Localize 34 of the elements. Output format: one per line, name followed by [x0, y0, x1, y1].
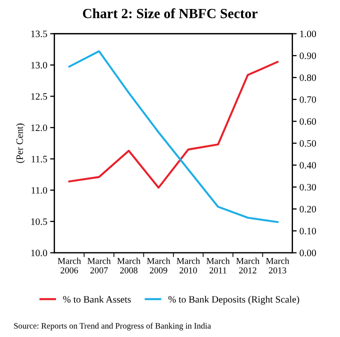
- y-tick-label: 12.5: [31, 93, 48, 100]
- y2-tick-label: 0.20: [300, 206, 316, 212]
- y2-tick-label: 1.00: [300, 30, 316, 38]
- x-tick-label: March 2011: [206, 258, 230, 274]
- y2-tick-label: 0.30: [300, 184, 316, 191]
- x-tick-label: March 2013: [266, 258, 290, 274]
- y-tick-label: 13.5: [31, 30, 48, 38]
- x-tick-label: March 2009: [147, 258, 170, 274]
- y2-tick-label: 0.70: [300, 96, 316, 103]
- legend-label: % to Bank Deposits (Right Scale): [168, 296, 300, 305]
- y2-tick-label: 0.10: [300, 228, 316, 234]
- x-tick-label: March 2010: [176, 258, 200, 274]
- chart-title: Chart 2: Size of NBFC Sector: [82, 8, 258, 18]
- y2-tick-label: 0.60: [300, 118, 316, 125]
- line-series: [68, 50, 278, 224]
- y-axis-title: (Per Cent): [16, 124, 25, 163]
- y2-tick-label: 0.80: [300, 74, 316, 82]
- y-tick-label: 10.5: [31, 218, 48, 225]
- y-tick-label: 13.0: [31, 62, 48, 69]
- y-tick-label: 11.0: [32, 187, 48, 194]
- x-tick-label: March 2008: [117, 258, 140, 274]
- x-tick-label: March 2007: [88, 258, 111, 274]
- x-tick-label: March 2012: [236, 258, 260, 274]
- y-tick-label: 10.0: [31, 250, 48, 256]
- y-tick-label: 12.0: [31, 124, 48, 132]
- legend-label: % to Bank Assets: [63, 296, 131, 303]
- source-note: Source: Reports on Trend and Progress of Banking in India: [14, 322, 211, 330]
- y2-tick-label: 0.40: [300, 162, 316, 169]
- x-tick-label: March 2006: [58, 258, 81, 274]
- y-tick-label: 11.5: [32, 156, 48, 162]
- line-series: [68, 60, 278, 189]
- y2-tick-label: 0.00: [300, 250, 316, 256]
- y2-tick-label: 0.50: [300, 140, 316, 147]
- y2-tick-label: 0.90: [300, 52, 316, 60]
